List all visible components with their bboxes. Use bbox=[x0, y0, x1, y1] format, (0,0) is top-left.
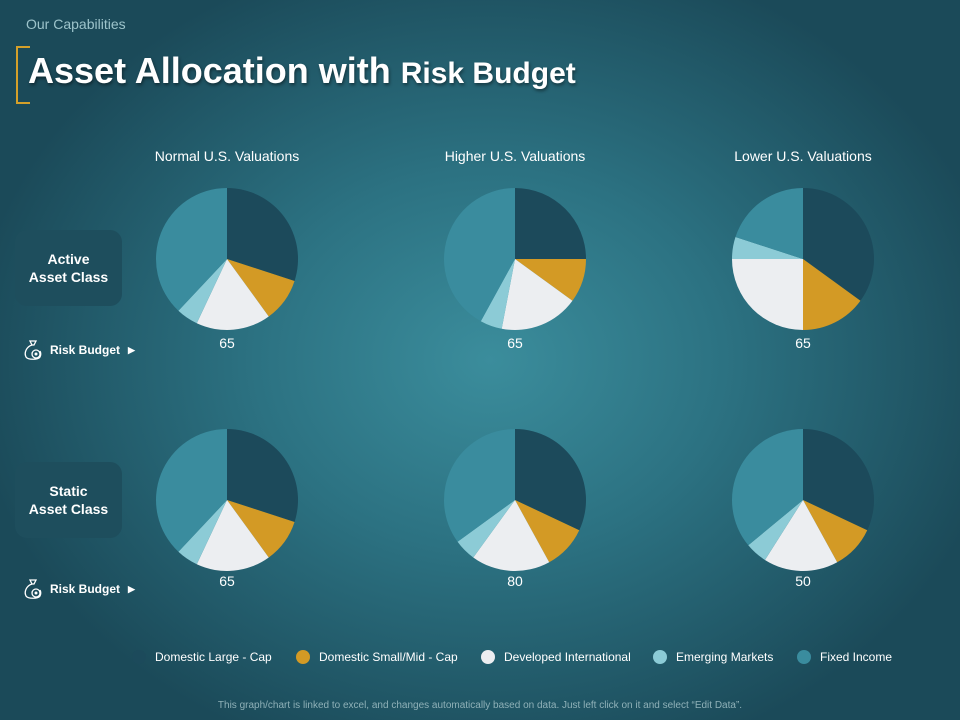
risk-budget-label: Risk Budget bbox=[50, 582, 121, 596]
column-header-higher: Higher U.S. Valuations bbox=[444, 148, 586, 164]
play-arrow-icon: ▶ bbox=[128, 583, 135, 594]
pie-slice-large-cap bbox=[515, 188, 586, 259]
pie-slice-emerging-mkts bbox=[748, 500, 803, 560]
pie-slice-developed-intl bbox=[501, 259, 573, 330]
column-header-lower: Lower U.S. Valuations bbox=[734, 148, 872, 164]
legend-label: Fixed Income bbox=[820, 650, 893, 664]
pie-r0-c2 bbox=[732, 187, 874, 330]
risk-budget-link-active[interactable]: Risk Budget ▶ bbox=[22, 339, 135, 361]
pie-slice-emerging-mkts bbox=[457, 500, 515, 558]
risk-budget-value: 65 bbox=[219, 573, 235, 589]
section-label: Our Capabilities bbox=[26, 16, 126, 32]
legend-label: Domestic Small/Mid - Cap bbox=[319, 650, 458, 664]
legend-item-emerging-mkts: Emerging Markets bbox=[653, 650, 773, 664]
legend-swatch bbox=[797, 650, 811, 664]
legend-item-small-mid-cap: Domestic Small/Mid - Cap bbox=[296, 650, 458, 664]
money-bag-gear-icon bbox=[24, 579, 42, 599]
risk-budget-value: 65 bbox=[219, 335, 235, 351]
legend-swatch bbox=[481, 650, 495, 664]
pie-slice-emerging-mkts bbox=[732, 237, 803, 259]
pie-slice-developed-intl bbox=[473, 500, 550, 571]
pie-slice-developed-intl bbox=[732, 259, 803, 330]
pie-r1-c0 bbox=[155, 429, 299, 571]
row-label-active: Active Asset Class bbox=[15, 230, 122, 306]
row-label-line2: Asset Class bbox=[28, 269, 109, 285]
risk-budget-link-static[interactable]: Risk Budget ▶ bbox=[22, 578, 135, 600]
pie-slice-developed-intl bbox=[764, 500, 838, 571]
row-label-line1: Static bbox=[49, 483, 88, 499]
footer-note: This graph/chart is linked to excel, and… bbox=[217, 700, 743, 711]
pie-slice-fixed-income bbox=[155, 429, 227, 552]
pie-r1-c2 bbox=[731, 428, 874, 571]
pie-slice-emerging-mkts bbox=[480, 259, 515, 329]
legend-item-fixed-income: Fixed Income bbox=[797, 650, 892, 664]
pie-slice-small-mid-cap bbox=[803, 259, 861, 330]
risk-budget-value: 80 bbox=[507, 573, 523, 589]
pie-slice-fixed-income bbox=[444, 429, 515, 542]
legend-label: Emerging Markets bbox=[676, 650, 774, 664]
pie-slice-emerging-mkts bbox=[178, 500, 227, 565]
row-label-static: Static Asset Class bbox=[15, 462, 122, 538]
pie-slice-small-mid-cap bbox=[515, 500, 580, 563]
pie-slice-small-mid-cap bbox=[227, 259, 295, 317]
title-part2: Risk Budget bbox=[400, 57, 576, 90]
pie-slice-fixed-income bbox=[444, 188, 515, 322]
play-arrow-icon: ▶ bbox=[128, 344, 135, 355]
row-label-line2: Asset Class bbox=[28, 501, 109, 517]
pie-slice-fixed-income bbox=[155, 188, 227, 311]
pie-slice-large-cap bbox=[803, 188, 874, 301]
pie-r0-c1 bbox=[444, 188, 586, 330]
pie-slice-large-cap bbox=[227, 188, 299, 281]
pie-slice-large-cap bbox=[227, 429, 299, 522]
page-title: Asset Allocation with Risk Budget bbox=[28, 50, 576, 92]
pie-slice-small-mid-cap bbox=[803, 500, 868, 563]
risk-budget-value: 65 bbox=[795, 335, 811, 351]
pie-slice-developed-intl bbox=[196, 500, 269, 571]
legend-label: Developed International bbox=[504, 650, 631, 664]
risk-budget-value: 65 bbox=[507, 335, 523, 351]
pie-slice-fixed-income bbox=[731, 428, 803, 546]
pie-r0-c0 bbox=[155, 188, 299, 330]
legend-swatch bbox=[653, 650, 667, 664]
pie-slice-large-cap bbox=[803, 429, 874, 531]
pie-slice-large-cap bbox=[515, 429, 586, 531]
chart-legend: Domestic Large - Cap Domestic Small/Mid -… bbox=[0, 650, 960, 666]
legend-swatch bbox=[296, 650, 310, 664]
column-header-normal: Normal U.S. Valuations bbox=[154, 148, 300, 164]
money-bag-gear-icon bbox=[24, 340, 42, 360]
legend-item-large-cap: Domestic Large - Cap bbox=[132, 650, 272, 664]
pie-slice-developed-intl bbox=[196, 259, 269, 330]
pie-slice-small-mid-cap bbox=[227, 500, 295, 558]
pie-r1-c1 bbox=[444, 429, 586, 571]
legend-item-developed-intl: Developed International bbox=[481, 650, 631, 664]
pie-slice-emerging-mkts bbox=[178, 259, 227, 324]
legend-label: Domestic Large - Cap bbox=[155, 650, 272, 664]
pie-slice-fixed-income bbox=[735, 187, 803, 259]
pie-slice-small-mid-cap bbox=[515, 259, 586, 301]
risk-budget-label: Risk Budget bbox=[50, 343, 121, 357]
risk-budget-value: 50 bbox=[795, 573, 811, 589]
title-part1: Asset Allocation with bbox=[28, 50, 401, 91]
title-bracket bbox=[16, 46, 30, 104]
legend-swatch bbox=[132, 650, 146, 664]
row-label-line1: Active bbox=[47, 251, 90, 267]
